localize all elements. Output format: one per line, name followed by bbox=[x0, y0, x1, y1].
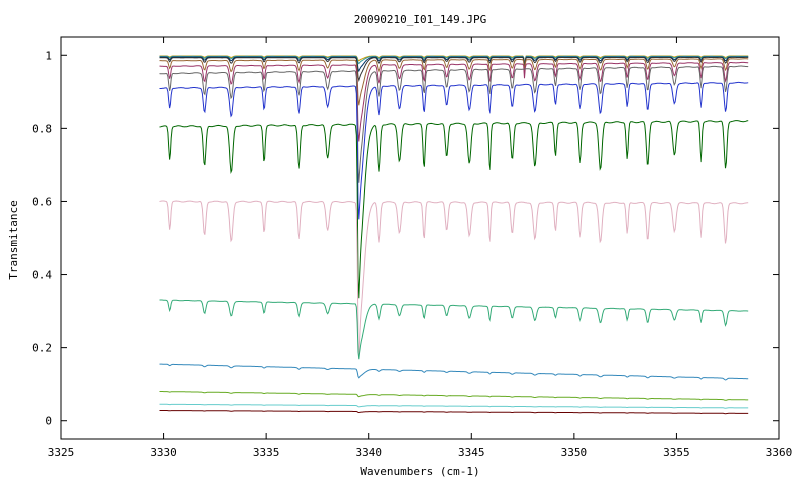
x-tick-label: 3340 bbox=[355, 446, 382, 459]
x-tick-label: 3345 bbox=[458, 446, 485, 459]
y-tick-label: 0 bbox=[45, 415, 52, 428]
x-tick-label: 3355 bbox=[663, 446, 690, 459]
y-tick-label: 0.2 bbox=[32, 342, 52, 355]
x-axis-title: Wavenumbers (cm-1) bbox=[360, 465, 479, 478]
x-axis: 3325 3330 3335 3340 3345 3350 3355 3360 bbox=[48, 37, 793, 459]
y-axis: 0 0.2 0.4 0.6 0.8 1 bbox=[32, 49, 779, 428]
series-line bbox=[159, 363, 749, 381]
plot-frame bbox=[60, 36, 780, 440]
series-line bbox=[159, 65, 749, 183]
series-line bbox=[159, 403, 749, 409]
y-tick-label: 0.8 bbox=[32, 122, 52, 135]
series-line bbox=[159, 200, 749, 359]
series-layer bbox=[159, 55, 749, 415]
series-line bbox=[159, 391, 749, 401]
x-tick-label: 3330 bbox=[150, 446, 177, 459]
x-tick-label: 3350 bbox=[561, 446, 588, 459]
series-line bbox=[159, 81, 749, 220]
series-line bbox=[159, 61, 749, 142]
y-axis-title: Transmitance bbox=[7, 200, 20, 279]
series-line bbox=[159, 120, 749, 299]
x-tick-label: 3335 bbox=[253, 446, 280, 459]
series-line bbox=[159, 55, 749, 71]
series-line bbox=[159, 410, 749, 415]
x-tick-label: 3325 bbox=[48, 446, 75, 459]
series-line bbox=[159, 58, 749, 106]
y-tick-label: 1 bbox=[45, 49, 52, 62]
y-tick-label: 0.4 bbox=[32, 269, 52, 282]
x-tick-label: 3360 bbox=[766, 446, 793, 459]
y-tick-label: 0.6 bbox=[32, 195, 52, 208]
series-line bbox=[159, 299, 749, 360]
series-line bbox=[159, 56, 749, 83]
chart-title: 20090210_I01_149.JPG bbox=[354, 13, 486, 26]
